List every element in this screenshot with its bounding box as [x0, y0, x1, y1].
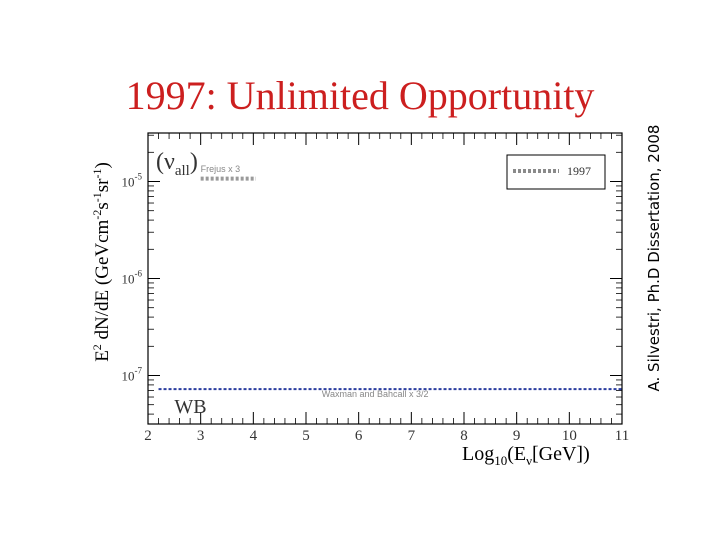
x-tick-label: 7 [408, 428, 416, 444]
x-tick-label: 6 [355, 428, 363, 444]
x-tick-label: 9 [513, 428, 521, 444]
x-tick-label: 11 [615, 428, 629, 444]
y-tick-label: 10-7 [122, 366, 143, 384]
legend-label: 1997 [567, 164, 591, 178]
annotation-text: Frejus x 3 [201, 164, 241, 174]
panel-label: (νall) [156, 149, 198, 179]
x-tick-label: 3 [197, 428, 205, 444]
x-tick-label: 2 [144, 428, 152, 444]
annotation-text: Waxman and Bahcall x 3/2 [322, 389, 429, 399]
x-tick-label: 8 [460, 428, 468, 444]
y-tick-label: 10-5 [122, 172, 143, 190]
x-tick-label: 10 [562, 428, 577, 444]
y-tick-label: 10-6 [122, 269, 143, 287]
x-tick-label: 5 [302, 428, 310, 444]
wb-label: WB [174, 396, 206, 418]
x-axis-label: Log10(Eν[GeV]) [462, 443, 590, 468]
x-tick-label: 4 [250, 428, 258, 444]
slide-title: 1997: Unlimited Opportunity [125, 73, 595, 118]
